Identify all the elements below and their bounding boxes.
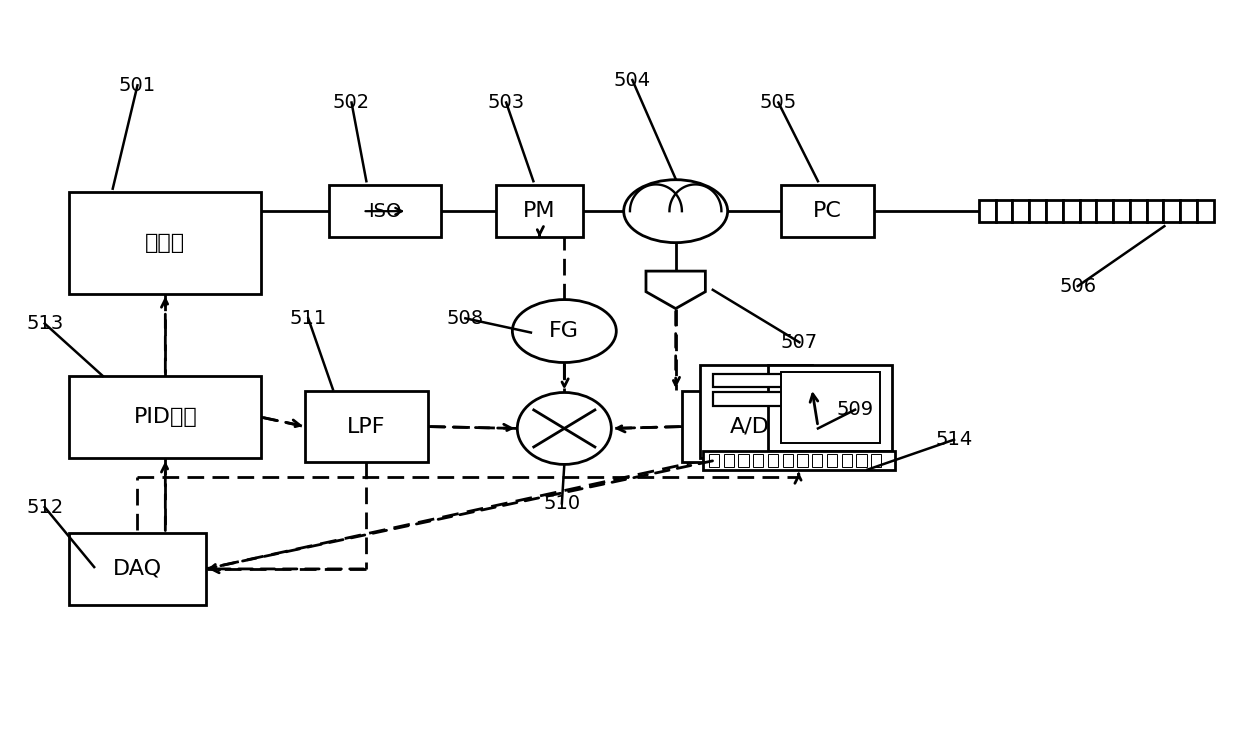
Bar bbox=[713, 393, 800, 406]
Bar bbox=[305, 391, 428, 462]
Text: PM: PM bbox=[523, 202, 556, 221]
Text: 503: 503 bbox=[487, 93, 525, 112]
Bar bbox=[1063, 200, 1080, 223]
Text: LPF: LPF bbox=[347, 417, 386, 437]
Text: 514: 514 bbox=[935, 430, 972, 449]
Ellipse shape bbox=[517, 393, 611, 465]
Bar bbox=[1197, 200, 1214, 223]
Text: PC: PC bbox=[812, 202, 842, 221]
Text: 507: 507 bbox=[781, 333, 818, 352]
Text: 505: 505 bbox=[760, 93, 797, 112]
Text: 激光器: 激光器 bbox=[145, 233, 186, 253]
Bar bbox=[496, 185, 583, 238]
Bar bbox=[703, 451, 895, 470]
Text: 511: 511 bbox=[290, 309, 327, 328]
Text: A/D: A/D bbox=[730, 417, 770, 437]
Text: 513: 513 bbox=[26, 314, 63, 333]
Bar bbox=[769, 365, 893, 451]
Bar bbox=[797, 454, 807, 467]
Bar bbox=[1029, 200, 1047, 223]
Bar bbox=[768, 454, 779, 467]
Bar bbox=[1114, 200, 1130, 223]
Text: 506: 506 bbox=[1059, 277, 1096, 296]
Bar bbox=[1096, 200, 1114, 223]
Bar bbox=[812, 454, 822, 467]
Text: PID控制: PID控制 bbox=[134, 407, 197, 427]
Bar bbox=[330, 185, 440, 238]
Bar bbox=[842, 454, 852, 467]
Bar bbox=[781, 185, 874, 238]
Text: 509: 509 bbox=[837, 400, 874, 419]
Bar bbox=[781, 372, 880, 444]
Text: ISO: ISO bbox=[368, 202, 402, 220]
Bar bbox=[724, 454, 734, 467]
Bar bbox=[782, 454, 792, 467]
Bar bbox=[1080, 200, 1096, 223]
Bar bbox=[69, 533, 206, 605]
Circle shape bbox=[512, 299, 616, 362]
Text: 504: 504 bbox=[614, 71, 651, 89]
Bar bbox=[857, 454, 867, 467]
Text: DAQ: DAQ bbox=[113, 559, 162, 579]
Circle shape bbox=[624, 180, 728, 243]
Bar bbox=[738, 454, 749, 467]
Polygon shape bbox=[646, 271, 706, 308]
Bar bbox=[870, 454, 882, 467]
Text: 508: 508 bbox=[446, 309, 484, 328]
Bar bbox=[827, 454, 837, 467]
Bar bbox=[1047, 200, 1063, 223]
Bar bbox=[69, 193, 262, 293]
Text: 501: 501 bbox=[119, 76, 156, 95]
Bar bbox=[753, 454, 764, 467]
Text: 510: 510 bbox=[543, 494, 580, 513]
Bar bbox=[1163, 200, 1180, 223]
Bar bbox=[709, 454, 719, 467]
Text: 512: 512 bbox=[26, 498, 63, 517]
Bar bbox=[1147, 200, 1163, 223]
Bar bbox=[69, 376, 262, 459]
Text: FG: FG bbox=[549, 321, 579, 341]
Bar bbox=[682, 391, 818, 462]
Bar bbox=[1012, 200, 1029, 223]
Bar bbox=[996, 200, 1012, 223]
Bar bbox=[713, 374, 800, 387]
Text: 502: 502 bbox=[334, 93, 370, 112]
Bar bbox=[978, 200, 996, 223]
Bar bbox=[701, 365, 812, 459]
Bar bbox=[1130, 200, 1147, 223]
Bar bbox=[1180, 200, 1197, 223]
